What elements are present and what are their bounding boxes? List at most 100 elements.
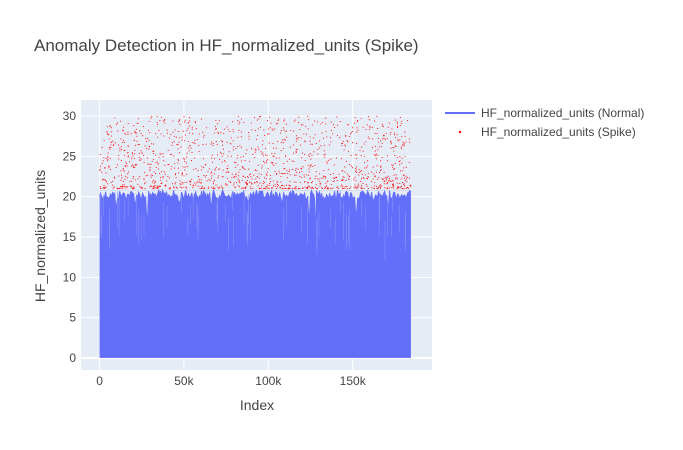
spike-point <box>349 133 352 135</box>
spike-point <box>330 174 332 176</box>
spike-point <box>378 186 380 188</box>
spike-point <box>275 188 277 190</box>
spike-point <box>371 171 373 173</box>
spike-point <box>237 145 239 148</box>
spike-point <box>401 120 403 122</box>
spike-point <box>396 121 398 123</box>
spike-point <box>300 124 302 126</box>
spike-point <box>330 187 332 190</box>
spike-point <box>152 174 154 176</box>
spike-point <box>283 168 285 170</box>
spike-point <box>354 186 357 188</box>
spike-point <box>107 133 109 135</box>
spike-point <box>389 180 391 182</box>
spike-point <box>399 116 402 119</box>
spike-point <box>250 148 253 150</box>
spike-point <box>101 171 103 173</box>
spike-point <box>312 188 314 190</box>
spike-point <box>284 173 286 175</box>
spike-point <box>108 167 110 169</box>
spike-point <box>317 121 319 123</box>
spike-point <box>131 180 133 182</box>
spike-point <box>195 168 197 170</box>
spike-point <box>213 186 215 188</box>
spike-point <box>223 128 225 130</box>
spike-point <box>341 142 344 144</box>
spike-point <box>127 186 129 188</box>
spike-point <box>378 176 380 179</box>
spike-point <box>376 132 378 135</box>
spike-point <box>246 176 248 178</box>
spike-point <box>170 168 172 170</box>
spike-point <box>178 141 180 143</box>
spike-point <box>266 174 268 176</box>
spike-point <box>156 116 158 118</box>
spike-point <box>157 163 159 165</box>
spike-point <box>351 127 354 129</box>
spike-point <box>360 117 362 120</box>
spike-point <box>104 187 106 189</box>
spike-point <box>269 182 271 185</box>
spike-point <box>215 166 217 168</box>
spike-point <box>344 144 346 146</box>
legend-item-spike[interactable]: HF_normalized_units (Spike) <box>458 125 636 139</box>
spike-point <box>304 186 306 188</box>
spike-point <box>157 187 159 190</box>
spike-point <box>310 158 312 160</box>
spike-point <box>274 128 276 130</box>
spike-point <box>362 183 364 185</box>
spike-point <box>262 160 265 162</box>
spike-point <box>397 140 399 142</box>
spike-point <box>151 181 154 183</box>
spike-point <box>101 146 103 148</box>
spike-point <box>356 120 359 122</box>
spike-point <box>289 181 291 183</box>
spike-point <box>191 178 193 180</box>
spike-point <box>376 165 378 167</box>
spike-point <box>194 142 196 145</box>
spike-point <box>267 159 269 161</box>
spike-point <box>164 184 166 187</box>
spike-point <box>133 186 135 188</box>
spike-point <box>323 175 325 177</box>
spike-point <box>235 182 238 184</box>
spike-point <box>137 118 139 120</box>
spike-point <box>400 185 402 187</box>
spike-point <box>380 169 382 171</box>
spike-point <box>243 155 245 157</box>
spike-point <box>350 155 352 157</box>
spike-point <box>295 169 297 171</box>
spike-point <box>108 138 110 140</box>
spike-point <box>269 181 271 183</box>
spike-point <box>248 168 250 170</box>
spike-point <box>164 119 166 121</box>
spike-point <box>130 185 132 187</box>
spike-point <box>179 123 181 125</box>
spike-point <box>146 157 148 159</box>
spike-point <box>245 186 247 188</box>
spike-point <box>278 170 280 172</box>
spike-point <box>333 177 335 179</box>
spike-point <box>197 185 199 187</box>
spike-point <box>232 128 234 130</box>
spike-point <box>218 168 220 170</box>
spike-point <box>279 172 281 174</box>
spike-point <box>356 157 358 160</box>
spike-point <box>174 163 176 165</box>
spike-point <box>211 186 213 188</box>
spike-point <box>138 143 140 145</box>
spike-point <box>238 115 240 118</box>
legend-item-normal[interactable]: HF_normalized_units (Normal) <box>445 106 644 120</box>
spike-point <box>326 161 328 163</box>
spike-point <box>405 178 408 180</box>
spike-point <box>402 169 404 172</box>
spike-point <box>221 155 223 157</box>
spike-point <box>132 164 134 166</box>
spike-point <box>117 144 120 146</box>
spike-point <box>122 129 124 131</box>
spike-point <box>222 176 224 178</box>
spike-point <box>182 183 184 185</box>
spike-point <box>257 164 259 166</box>
spike-point <box>145 181 147 183</box>
x-axis-title: Index <box>240 397 274 413</box>
